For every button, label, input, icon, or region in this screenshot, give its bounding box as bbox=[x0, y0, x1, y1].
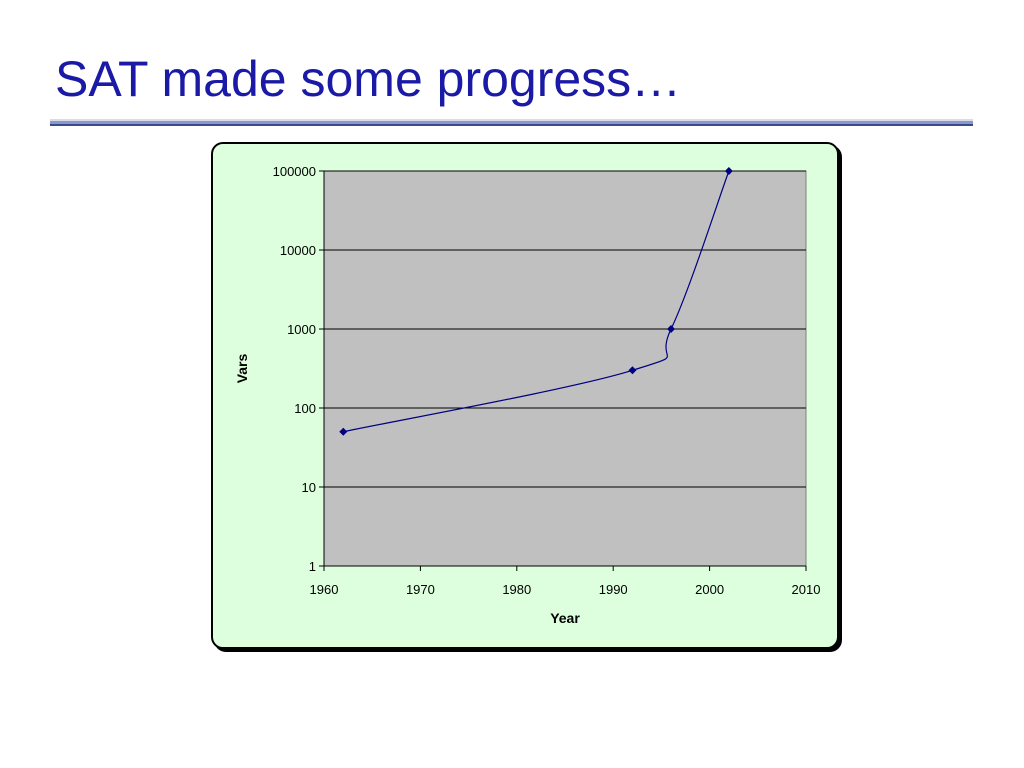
slide-title: SAT made some progress… bbox=[55, 51, 682, 107]
data-point bbox=[724, 167, 733, 175]
data-point bbox=[667, 325, 676, 333]
y-tick-label: 10000 bbox=[280, 243, 316, 258]
data-point bbox=[339, 427, 348, 436]
x-tick-label: 1970 bbox=[406, 582, 435, 597]
x-axis-title: Year bbox=[550, 610, 580, 626]
y-axis-title: Vars bbox=[234, 353, 250, 383]
x-tick-label: 1990 bbox=[599, 582, 628, 597]
x-tick-labels: 1960 1970 1980 1990 2000 2010 bbox=[310, 582, 821, 597]
data-markers bbox=[339, 167, 733, 436]
y-tick-label: 1000 bbox=[287, 322, 316, 337]
gridlines bbox=[324, 170, 806, 488]
axes bbox=[319, 170, 807, 571]
x-tick-label: 1980 bbox=[502, 582, 531, 597]
data-point bbox=[628, 366, 637, 375]
title-underline bbox=[50, 119, 973, 128]
y-tick-label: 10 bbox=[302, 480, 316, 495]
x-tick-label: 1960 bbox=[310, 582, 339, 597]
series-line bbox=[343, 170, 730, 433]
x-tick-label: 2010 bbox=[792, 582, 821, 597]
chart-container: 1 10 100 1000 10000 100000 1960 1970 1980 1990 20… bbox=[211, 142, 839, 649]
y-tick-label: 100000 bbox=[273, 164, 316, 179]
y-tick-label: 100 bbox=[294, 401, 316, 416]
x-tick-label: 2000 bbox=[695, 582, 724, 597]
plot-area bbox=[323, 170, 807, 567]
line-chart: 1 10 100 1000 10000 100000 1960 1970 1980 1990 20… bbox=[234, 164, 821, 626]
y-tick-label: 1 bbox=[309, 559, 316, 574]
y-tick-labels: 1 10 100 1000 10000 100000 bbox=[273, 164, 316, 574]
